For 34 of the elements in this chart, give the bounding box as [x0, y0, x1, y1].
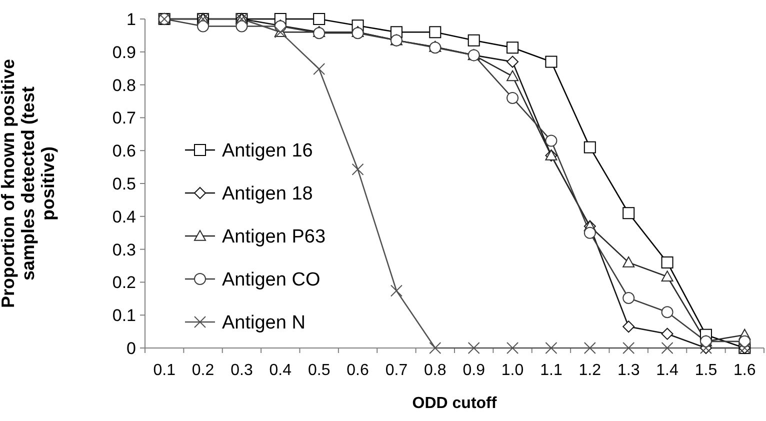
x-tick-label: 0.8: [424, 362, 446, 379]
x-tick-label: 0.3: [230, 362, 253, 379]
legend-label: Antigen CO: [222, 270, 320, 291]
x-tick-label: 0.7: [385, 362, 408, 379]
legend-label: Antigen 18: [222, 184, 313, 205]
y-tick-label: 0.8: [112, 76, 136, 95]
x-tick-label: 1.3: [617, 362, 640, 379]
y-tick-label: 0.4: [112, 207, 136, 226]
x-tick-label: 1.5: [694, 362, 718, 379]
y-tick-label: 0.6: [112, 142, 136, 161]
x-tick-label: 1.6: [734, 362, 756, 379]
x-tick-label: 0.6: [346, 362, 369, 379]
x-axis-title: ODD cutoff: [412, 395, 498, 412]
x-tick-label: 1.4: [656, 362, 678, 379]
legend-label: Antigen 16: [222, 140, 313, 162]
legend-label: Antigen N: [222, 312, 306, 334]
y-tick-label: 0.3: [112, 240, 136, 260]
x-tick-label: 1.2: [578, 362, 602, 379]
y-tick-label: 0: [126, 338, 136, 358]
x-tick-label: 0.9: [462, 362, 486, 379]
x-tick-label: 0.5: [308, 362, 330, 379]
legend-label: Antigen P63: [222, 226, 326, 248]
y-tick-label: 0.1: [112, 306, 136, 326]
x-tick-label: 0.1: [153, 362, 176, 379]
y-tick-label: 0.2: [112, 273, 136, 292]
y-axis-title: Proportion of known positive samples detected (test positive): [0, 59, 58, 308]
x-tick-label: 0.4: [269, 362, 292, 379]
x-tick-label: 1.0: [501, 362, 524, 379]
y-tick-label: 1: [126, 10, 136, 29]
y-tick-label: 0.7: [112, 108, 136, 128]
x-tick-label: 0.2: [192, 362, 214, 379]
y-tick-label: 0.9: [112, 42, 136, 62]
y-tick-label: 0.5: [112, 174, 136, 194]
x-tick-label: 1.1: [540, 362, 562, 379]
